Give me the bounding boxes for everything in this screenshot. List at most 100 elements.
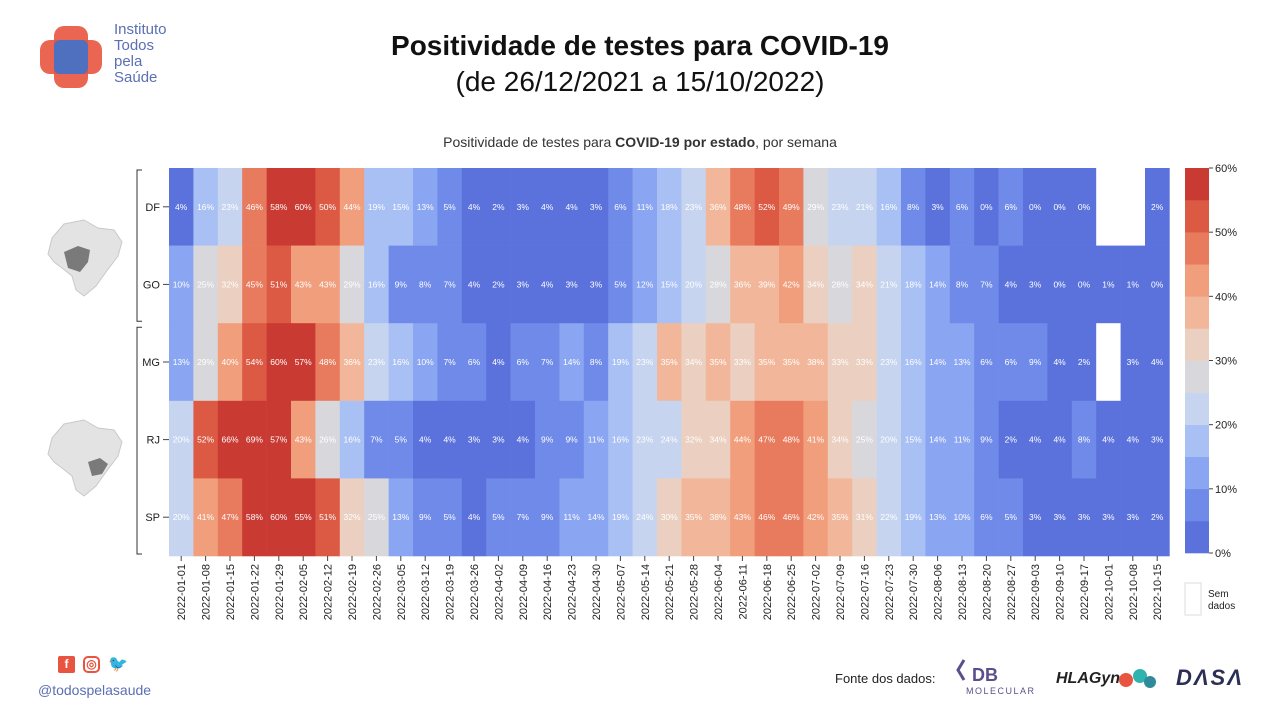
cell-label: 7% (517, 512, 530, 522)
brazil-map-icon (47, 419, 123, 497)
column-label: 2022-09-03 (1030, 564, 1042, 620)
cell-label: 4% (1102, 435, 1115, 445)
cell-label: 18% (661, 202, 678, 212)
cell-label: 3% (590, 279, 603, 289)
social-handle[interactable]: @todospelasaude (38, 682, 152, 698)
facebook-icon[interactable]: f (58, 656, 75, 673)
heatmap-cell (632, 400, 658, 479)
heatmap-cell (730, 245, 755, 324)
heatmap-cell (998, 323, 1024, 402)
cell-label: 44% (343, 202, 360, 212)
colorbar-segment (1185, 360, 1209, 393)
column-label: 2022-01-08 (201, 564, 213, 620)
cell-label: 34% (709, 435, 726, 445)
instagram-icon[interactable]: ◎ (83, 656, 100, 673)
cell-label: 25% (856, 435, 873, 445)
column-label: 2022-07-30 (908, 564, 920, 620)
cell-label: 7% (541, 357, 554, 367)
heatmap-cell (657, 168, 682, 246)
heatmap-cell (583, 400, 609, 479)
cell-label: 5% (614, 279, 627, 289)
heatmap-cell (217, 245, 243, 324)
cell-label: 8% (590, 357, 603, 367)
heatmap-cell (1047, 478, 1073, 557)
cell-label: 35% (685, 512, 702, 522)
heatmap-cell (632, 323, 658, 402)
column-label: 2022-05-14 (640, 564, 652, 620)
heatmap-cell (266, 245, 292, 324)
heatmap-cell (925, 245, 951, 324)
column-label: 2022-06-11 (737, 564, 749, 619)
cell-label: 34% (807, 279, 824, 289)
heatmap-cell (266, 478, 292, 557)
cell-label: 21% (856, 202, 873, 212)
cell-label: 16% (368, 279, 385, 289)
cell-label: 30% (661, 512, 678, 522)
cell-label: 38% (709, 512, 726, 522)
cell-label: 46% (758, 512, 775, 522)
cell-label: 23% (221, 202, 238, 212)
heatmap-cell (388, 400, 414, 479)
cell-label: 4% (565, 202, 578, 212)
cell-label: 23% (636, 357, 653, 367)
cell-label: 58% (270, 202, 287, 212)
cell-label: 20% (173, 512, 190, 522)
cell-label: 57% (270, 435, 287, 445)
cell-label: 9% (419, 512, 432, 522)
cell-label: 22% (880, 512, 897, 522)
heatmap-cell (852, 478, 877, 557)
heatmap-cell (925, 478, 951, 557)
db-molecular-logo-icon (956, 659, 966, 681)
cell-label: 21% (880, 279, 897, 289)
hlagyn-logo-text: HLAGyn (1056, 670, 1120, 687)
cell-label: 47% (758, 435, 775, 445)
cell-label: 36% (343, 357, 360, 367)
page-subtitle: (de 26/12/2021 a 15/10/2022) (455, 66, 825, 97)
heatmap-cell (291, 168, 316, 246)
cell-label: 3% (1127, 512, 1140, 522)
heatmap-cell (852, 245, 877, 324)
twitter-icon[interactable]: 🐦 (108, 656, 128, 673)
column-label: 2022-10-08 (1128, 564, 1140, 620)
row-label: RJ (147, 435, 160, 447)
cell-label: 28% (709, 279, 726, 289)
db-logo-text: DB (972, 665, 998, 685)
heatmap-cell (1096, 400, 1121, 479)
heatmap-cell (559, 400, 585, 479)
cell-label: 39% (758, 279, 775, 289)
heatmap-cell (486, 323, 511, 402)
cell-label: 3% (1102, 512, 1115, 522)
column-label: 2022-01-22 (249, 564, 261, 620)
heatmap-cell (535, 323, 560, 402)
cell-label: 6% (980, 512, 993, 522)
missing-data-label: dados (1208, 601, 1235, 612)
heatmap-cell (169, 168, 194, 246)
cell-label: 3% (468, 435, 481, 445)
heatmap-cell (169, 323, 194, 402)
cell-label: 52% (197, 435, 214, 445)
heatmap-cell (901, 478, 926, 557)
heatmap-cell (705, 245, 731, 324)
heatmap-cell (266, 400, 292, 479)
heatmap-cell (876, 478, 902, 557)
colorbar-segment (1185, 424, 1209, 458)
heatmap-cell (486, 478, 511, 557)
cell-label: 19% (905, 512, 922, 522)
cell-label: 35% (709, 357, 726, 367)
cell-label: 3% (931, 202, 944, 212)
missing-data-swatch (1184, 582, 1202, 616)
column-label: 2022-03-12 (420, 564, 432, 620)
column-label: 2022-01-15 (225, 564, 237, 620)
heatmap-cell (510, 400, 536, 479)
heatmap-cell (657, 400, 682, 479)
cell-label: 7% (980, 279, 993, 289)
heatmap-cell (1145, 245, 1170, 324)
cell-label: 18% (905, 279, 922, 289)
cell-label: 2% (1078, 357, 1091, 367)
heatmap-cell (1071, 168, 1097, 246)
column-label: 2022-02-12 (323, 564, 335, 620)
cell-label: 11% (588, 435, 605, 445)
heatmap-cell-missing (1120, 168, 1145, 246)
org-line: Instituto (114, 21, 167, 38)
cell-label: 0% (1078, 202, 1091, 212)
